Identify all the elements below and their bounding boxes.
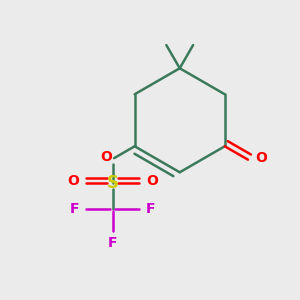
Text: O: O	[68, 174, 79, 188]
Text: F: F	[70, 202, 79, 216]
Text: O: O	[101, 150, 112, 164]
Text: O: O	[255, 151, 267, 165]
Text: S: S	[106, 174, 119, 192]
Text: F: F	[146, 202, 155, 216]
Text: O: O	[146, 174, 158, 188]
Text: F: F	[108, 236, 117, 250]
